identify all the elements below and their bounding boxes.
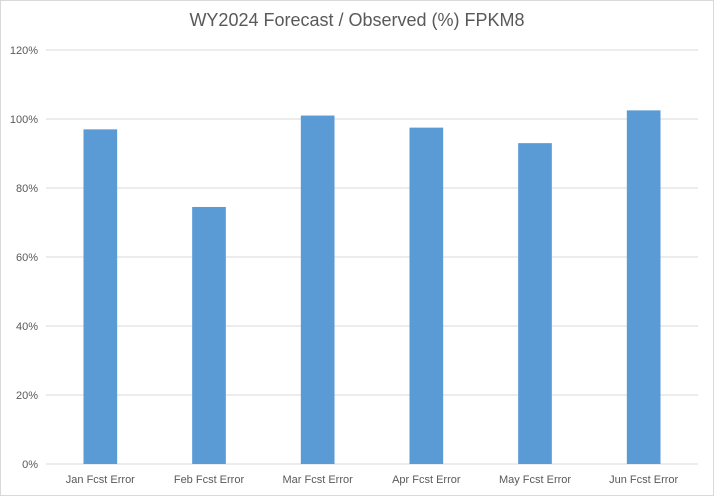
chart-title: WY2024 Forecast / Observed (%) FPKM8 <box>189 10 525 30</box>
bar <box>409 127 444 464</box>
x-tick-label: Jun Fcst Error <box>609 474 678 486</box>
bar <box>300 115 335 465</box>
bar <box>626 110 661 464</box>
y-tick-label: 80% <box>16 183 38 195</box>
x-tick-label: May Fcst Error <box>499 474 571 486</box>
x-tick-label: Jan Fcst Error <box>66 474 135 486</box>
x-axis: Jan Fcst Error Feb Fcst Error Mar Fcst Err… <box>66 474 679 486</box>
y-tick-label: 100% <box>10 114 38 126</box>
bar <box>518 143 552 464</box>
y-tick-label: 120% <box>10 45 38 57</box>
x-tick-label: Feb Fcst Error <box>174 474 245 486</box>
y-tick-label: 0% <box>22 459 38 471</box>
bar <box>192 206 226 464</box>
x-tick-label: Apr Fcst Error <box>392 474 461 486</box>
y-tick-label: 20% <box>16 390 38 402</box>
gridlines <box>46 49 698 465</box>
bar <box>83 129 118 464</box>
y-tick-label: 60% <box>16 252 38 264</box>
x-tick-label: Mar Fcst Error <box>283 474 354 486</box>
y-tick-label: 40% <box>16 321 38 333</box>
bars <box>83 110 661 465</box>
y-axis: 0% 20% 40% 60% 80% 100% 120% <box>10 45 38 471</box>
